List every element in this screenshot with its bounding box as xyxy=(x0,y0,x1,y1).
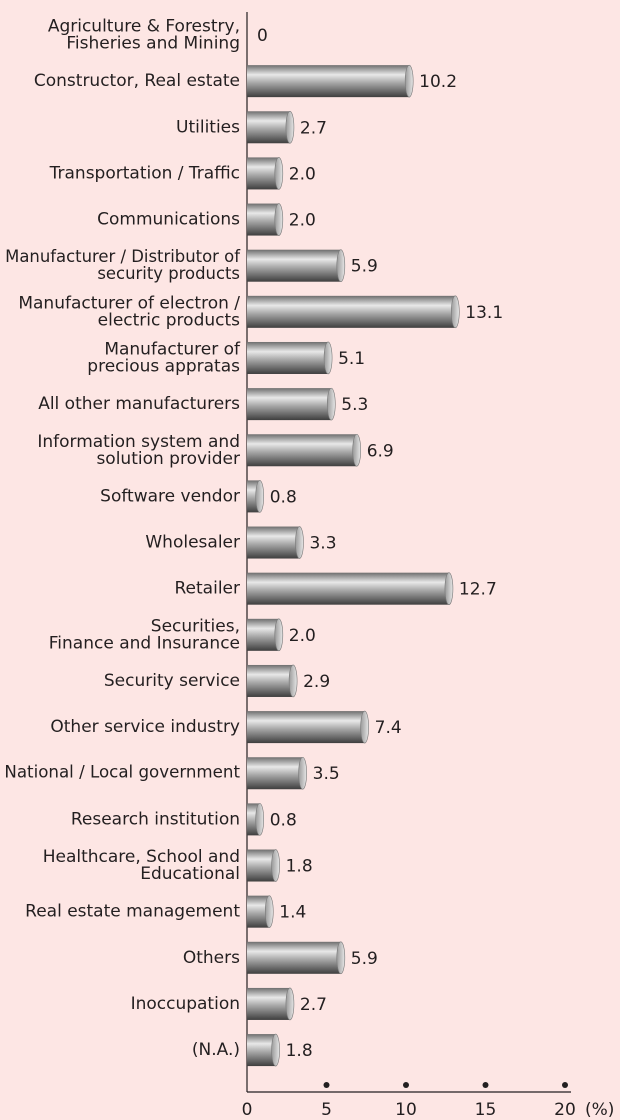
bar xyxy=(247,664,294,697)
bar-cap xyxy=(264,895,274,928)
bar-cap xyxy=(404,64,414,98)
y-tick-label: Inoccupation xyxy=(131,994,240,1014)
y-tick-label: Software vendor xyxy=(100,486,240,506)
bar xyxy=(247,526,300,559)
y-tick-label: (N.A.) xyxy=(192,1040,240,1060)
y-tick-label: Manufacturer of electron / electric produ… xyxy=(18,293,240,330)
y-tick-label: Real estate management xyxy=(25,902,240,922)
bar xyxy=(247,941,341,974)
y-tick-label: Research institution xyxy=(71,809,240,829)
y-tick-label: Securities, Finance and Insurance xyxy=(49,616,240,653)
x-tick-mark xyxy=(403,1082,409,1088)
x-tick-mark xyxy=(323,1082,330,1088)
y-tick-label: Manufacturer / Distributor of security pr… xyxy=(5,247,241,283)
y-tick-label: National / Local government xyxy=(4,763,240,782)
x-tick-label: 5 xyxy=(321,1100,332,1120)
y-tick-label: Agriculture & Forestry, Fisheries and Min… xyxy=(48,17,240,54)
bar xyxy=(247,65,410,98)
bar xyxy=(247,849,276,882)
bar-cap xyxy=(271,1033,280,1067)
bar xyxy=(247,757,303,790)
bar xyxy=(247,295,456,328)
bar-cap xyxy=(285,987,295,1021)
value-label: 0 xyxy=(257,26,268,46)
value-label: 12.7 xyxy=(459,580,497,600)
value-label: 1.8 xyxy=(286,857,313,877)
y-tick-label: Utilities xyxy=(176,117,240,137)
y-tick-label: Communications xyxy=(97,210,240,230)
value-label: 6.9 xyxy=(367,441,394,461)
value-label: 0.8 xyxy=(270,810,297,830)
y-tick-label: Others xyxy=(183,948,240,968)
x-tick-label: 0 xyxy=(242,1100,253,1120)
y-tick-label: Wholesaler xyxy=(145,533,240,553)
bar-cap xyxy=(326,387,336,421)
bar-cap xyxy=(288,664,298,698)
bar-cap xyxy=(274,157,284,190)
value-label: 2.0 xyxy=(289,164,316,184)
value-label: 10.2 xyxy=(419,72,457,92)
bar-cap xyxy=(255,480,265,513)
value-label: 2.7 xyxy=(300,118,327,138)
bar-cap xyxy=(450,295,460,329)
bar-cap xyxy=(336,941,346,975)
value-label: 2.9 xyxy=(303,672,330,692)
value-label: 0.8 xyxy=(270,487,297,507)
value-label: 5.9 xyxy=(351,257,378,277)
bar-cap xyxy=(271,849,280,882)
value-label: 1.8 xyxy=(286,1041,313,1061)
y-tick-label: Healthcare, School and Educational xyxy=(43,847,240,884)
bar-cap xyxy=(360,710,369,744)
bar-cap xyxy=(295,526,304,559)
bar-cap xyxy=(274,618,284,652)
value-label: 5.3 xyxy=(341,395,368,415)
bar xyxy=(247,1034,276,1067)
bar-cap xyxy=(444,572,454,605)
bar xyxy=(247,572,449,605)
value-label: 3.3 xyxy=(309,534,336,554)
bar xyxy=(247,711,365,744)
x-tick-mark xyxy=(562,1082,568,1088)
bar-cap xyxy=(352,433,362,467)
value-label: 5.9 xyxy=(351,949,378,969)
value-label: 2.7 xyxy=(300,995,327,1015)
y-tick-label: Information system and solution provider xyxy=(37,432,240,469)
bar-cap xyxy=(274,203,284,236)
x-tick-label: 15 xyxy=(475,1100,497,1120)
x-tick-label: 10 xyxy=(395,1100,417,1120)
y-tick-label: Security service xyxy=(104,671,240,691)
bar-cap xyxy=(298,756,307,790)
value-label: 1.4 xyxy=(279,903,306,923)
value-label: 2.0 xyxy=(289,626,316,646)
value-label: 13.1 xyxy=(465,303,503,323)
bar xyxy=(247,111,290,144)
bar-cap xyxy=(336,249,346,283)
bar xyxy=(247,249,341,282)
bar-cap xyxy=(285,110,295,144)
x-tick-label: 20 xyxy=(554,1100,576,1120)
bar xyxy=(247,203,279,236)
bar xyxy=(247,895,270,928)
y-tick-label: Other service industry xyxy=(50,717,240,737)
value-label: 5.1 xyxy=(338,349,365,369)
bar xyxy=(247,618,279,651)
bar xyxy=(247,434,357,467)
value-label: 7.4 xyxy=(375,718,402,738)
y-tick-label: Retailer xyxy=(175,579,241,599)
y-tick-label: All other manufacturers xyxy=(38,394,240,414)
bar xyxy=(247,157,279,190)
x-tick-mark xyxy=(482,1082,489,1088)
y-tick-label: Manufacturer of precious appratas xyxy=(87,339,241,376)
bar xyxy=(247,341,329,374)
bar-cap xyxy=(323,341,333,375)
x-axis-unit: (%) xyxy=(585,1100,614,1120)
bar xyxy=(247,987,290,1020)
y-tick-label: Transportation / Traffic xyxy=(49,163,240,183)
value-label: 3.5 xyxy=(313,764,340,784)
bar-cap xyxy=(255,803,265,836)
bar xyxy=(247,388,332,421)
y-tick-label: Constructor, Real estate xyxy=(34,71,240,91)
value-label: 2.0 xyxy=(289,211,316,231)
